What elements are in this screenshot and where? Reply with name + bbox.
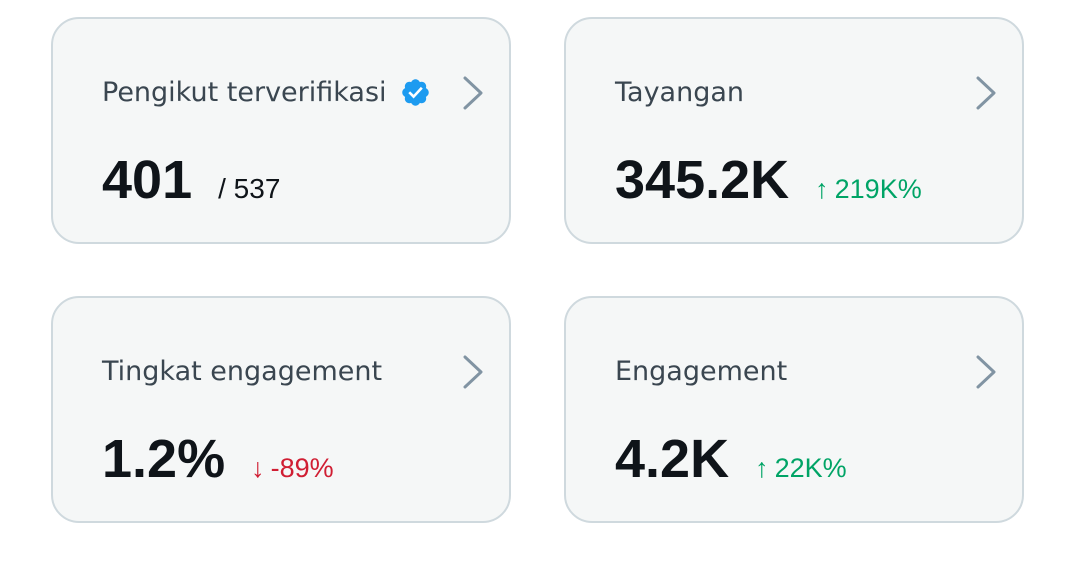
arrow-up-icon: ↑ [755,453,769,483]
arrow-down-icon: ↓ [251,453,265,483]
value-row: 401 / 537 [102,147,280,213]
chevron-right-icon[interactable] [974,75,998,111]
stat-value: 345.2K [615,150,790,210]
card-title: Engagement [615,355,788,387]
stat-change: ↑ 219K% [815,174,922,205]
chevron-right-icon[interactable] [461,354,485,390]
value-row: 345.2K ↑ 219K% [615,147,922,213]
value-row: 4.2K ↑ 22K% [615,426,847,492]
card-title: Tayangan [615,76,745,108]
stat-total: / 537 [218,173,281,204]
chevron-right-icon[interactable] [974,354,998,390]
chevron-right-icon[interactable] [461,75,485,111]
stat-change: ↑ 22K% [755,453,847,484]
stat-value: 4.2K [615,429,730,489]
stat-card-engagements[interactable]: Engagement 4.2K ↑ 22K% [564,296,1024,523]
arrow-up-icon: ↑ [815,174,829,204]
stat-card-impressions[interactable]: Tayangan 345.2K ↑ 219K% [564,17,1024,244]
card-title: Pengikut terverifikasi [102,76,387,108]
stat-value: 1.2% [102,429,226,489]
stat-change-text: 22K% [774,453,847,483]
stat-card-verified-followers[interactable]: Pengikut terverifikasi 401 / 537 [51,17,511,244]
verified-badge-icon [400,77,431,108]
stat-value: 401 [102,150,193,210]
stat-card-engagement-rate[interactable]: Tingkat engagement 1.2% ↓ -89% [51,296,511,523]
stat-change-text: -89% [270,453,334,483]
card-title: Tingkat engagement [102,355,383,387]
stat-change-text: 219K% [834,174,922,204]
stat-change: ↓ -89% [251,453,334,484]
value-row: 1.2% ↓ -89% [102,426,334,492]
